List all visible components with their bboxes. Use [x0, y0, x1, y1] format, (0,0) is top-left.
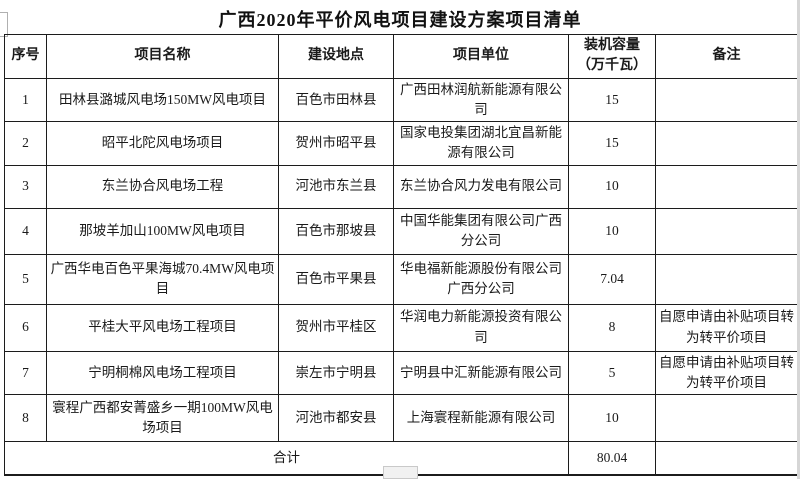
- cell-unit: 国家电投集团湖北宜昌新能源有限公司: [393, 121, 569, 166]
- cell-capacity: 10: [568, 394, 656, 443]
- cell-total-label: 合计: [4, 441, 569, 476]
- cell-capacity: 7.04: [568, 253, 656, 305]
- table-row: 4 那坡羊加山100MW风电项目 百色市那坡县 中国华能集团有限公司广西分公司 …: [4, 207, 798, 255]
- table-row: 7 宁明桐棉风电场工程项目 崇左市宁明县 宁明县中汇新能源有限公司 5 自愿申请…: [4, 350, 798, 396]
- cell-unit: 上海寰程新能源有限公司: [393, 394, 569, 443]
- cell-project-name: 那坡羊加山100MW风电项目: [46, 207, 279, 255]
- total-row: 合计 80.04: [4, 441, 798, 476]
- cell-unit: 华电福新能源股份有限公司广西分公司: [393, 253, 569, 305]
- cell-no: 6: [4, 303, 47, 352]
- table-row: 5 广西华电百色平果海城70.4MW风电项目 百色市平果县 华电福新能源股份有限…: [4, 253, 798, 305]
- cell-project-name: 东兰协合风电场工程: [46, 164, 279, 209]
- col-header-remark: 备注: [655, 34, 798, 79]
- cell-project-name: 昭平北陀风电场项目: [46, 121, 279, 166]
- cell-capacity: 10: [568, 207, 656, 255]
- cell-total-capacity: 80.04: [568, 441, 656, 476]
- cell-capacity: 15: [568, 121, 656, 166]
- cell-unit: 华润电力新能源投资有限公司: [393, 303, 569, 352]
- cell-remark: 自愿申请由补贴项目转为转平价项目: [655, 303, 798, 352]
- cell-remark: [655, 164, 798, 209]
- cell-no: 2: [4, 121, 47, 166]
- cell-capacity: 5: [568, 350, 656, 396]
- table-row: 2 昭平北陀风电场项目 贺州市昭平县 国家电投集团湖北宜昌新能源有限公司 15: [4, 121, 798, 166]
- cell-unit: 东兰协合风力发电有限公司: [393, 164, 569, 209]
- page-title: 广西2020年平价风电项目建设方案项目清单: [218, 10, 582, 30]
- table-row: 3 东兰协合风电场工程 河池市东兰县 东兰协合风力发电有限公司 10: [4, 164, 798, 209]
- cell-unit: 中国华能集团有限公司广西分公司: [393, 207, 569, 255]
- cell-remark: [655, 394, 798, 443]
- table-row: 6 平桂大平风电场工程项目 贺州市平桂区 华润电力新能源投资有限公司 8 自愿申…: [4, 303, 798, 352]
- col-header-location: 建设地点: [278, 34, 394, 79]
- cell-location: 百色市田林县: [278, 77, 394, 123]
- col-header-project-name: 项目名称: [46, 34, 279, 79]
- cell-no: 7: [4, 350, 47, 396]
- cell-project-name: 寰程广西都安菁盛乡一期100MW风电场项目: [46, 394, 279, 443]
- cell-remark: [655, 207, 798, 255]
- cell-remark: [655, 253, 798, 305]
- cell-unit: 广西田林润航新能源有限公司: [393, 77, 569, 123]
- cell-total-remark: [655, 441, 798, 476]
- cell-location: 河池市都安县: [278, 394, 394, 443]
- cell-location: 河池市东兰县: [278, 164, 394, 209]
- cell-no: 4: [4, 207, 47, 255]
- cell-capacity: 15: [568, 77, 656, 123]
- cell-no: 5: [4, 253, 47, 305]
- table-row: 8 寰程广西都安菁盛乡一期100MW风电场项目 河池市都安县 上海寰程新能源有限…: [4, 394, 798, 443]
- horizontal-scrollbar-thumb[interactable]: [383, 466, 418, 479]
- cell-no: 8: [4, 394, 47, 443]
- cell-capacity: 10: [568, 164, 656, 209]
- cell-no: 3: [4, 164, 47, 209]
- cell-project-name: 平桂大平风电场工程项目: [46, 303, 279, 352]
- cell-no: 1: [4, 77, 47, 123]
- col-header-index: 序号: [4, 34, 47, 79]
- table-row: 1 田林县潞城风电场150MW风电项目 百色市田林县 广西田林润航新能源有限公司…: [4, 77, 798, 123]
- cell-unit: 宁明县中汇新能源有限公司: [393, 350, 569, 396]
- cell-location: 崇左市宁明县: [278, 350, 394, 396]
- cell-location: 百色市那坡县: [278, 207, 394, 255]
- col-header-unit: 项目单位: [393, 34, 569, 79]
- header-row: 序号 项目名称 建设地点 项目单位 装机容量 （万千瓦） 备注: [4, 34, 798, 79]
- cell-project-name: 田林县潞城风电场150MW风电项目: [46, 77, 279, 123]
- cell-project-name: 广西华电百色平果海城70.4MW风电项目: [46, 253, 279, 305]
- vertical-scrollbar-track[interactable]: [797, 0, 800, 479]
- cell-location: 贺州市昭平县: [278, 121, 394, 166]
- cell-location: 贺州市平桂区: [278, 303, 394, 352]
- cell-project-name: 宁明桐棉风电场工程项目: [46, 350, 279, 396]
- cell-remark: 自愿申请由补贴项目转为转平价项目: [655, 350, 798, 396]
- cell-remark: [655, 121, 798, 166]
- projects-table: 序号 项目名称 建设地点 项目单位 装机容量 （万千瓦） 备注 1 田林县潞城风…: [4, 34, 798, 476]
- cell-capacity: 8: [568, 303, 656, 352]
- col-header-capacity: 装机容量 （万千瓦）: [568, 34, 656, 79]
- cell-location: 百色市平果县: [278, 253, 394, 305]
- cell-remark: [655, 77, 798, 123]
